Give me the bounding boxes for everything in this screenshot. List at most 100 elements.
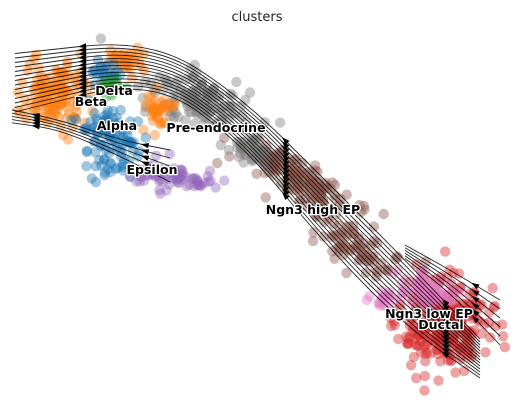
cell-point: [72, 95, 83, 106]
cell-point: [124, 170, 135, 182]
cell-point: [361, 249, 372, 261]
cell-point: [449, 304, 460, 315]
cell-point: [219, 175, 230, 186]
cell-point: [438, 289, 450, 300]
streamline-arrow: [441, 351, 450, 359]
streamline-arrow: [78, 50, 87, 56]
cell-point: [169, 99, 180, 110]
cell-point: [42, 105, 54, 117]
cell-point: [315, 183, 326, 194]
streamline-arrow: [78, 91, 87, 97]
cell-point: [195, 179, 206, 191]
cell-point: [315, 192, 326, 203]
cell-point: [488, 302, 500, 313]
velocity-streamlines: [11, 43, 501, 379]
cell-point: [382, 265, 393, 277]
cell-point: [392, 264, 403, 276]
cell-point: [400, 331, 412, 342]
cell-point: [215, 139, 226, 151]
cell-point: [128, 52, 139, 63]
cell-point: [108, 72, 120, 83]
cell-point: [131, 176, 142, 187]
cell-point: [176, 174, 188, 185]
cell-point: [378, 290, 390, 301]
cell-point: [435, 271, 447, 282]
cell-point: [447, 290, 458, 301]
streamline-arrow: [441, 343, 450, 351]
cell-point: [323, 213, 334, 224]
cell-point: [476, 299, 487, 311]
cell-point: [416, 283, 427, 295]
cell-point: [101, 109, 113, 120]
cell-point: [38, 112, 49, 124]
cell-point: [308, 227, 319, 238]
cell-point: [429, 279, 441, 290]
cell-point: [469, 325, 480, 336]
cell-point: [389, 320, 400, 331]
cell-point: [157, 176, 168, 187]
cell-point: [40, 75, 51, 87]
cell-point: [430, 315, 442, 327]
cell-point: [307, 202, 318, 213]
cell-point: [95, 62, 107, 73]
streamline-arrow: [281, 158, 290, 166]
cell-point: [359, 204, 370, 215]
cell-point: [70, 114, 82, 125]
cell-point: [453, 307, 464, 318]
cell-point: [140, 102, 151, 113]
cell-point: [332, 229, 343, 240]
cell-point: [480, 347, 491, 358]
cell-point: [106, 82, 117, 94]
label-pre-endocrine: Pre-endocrine: [166, 120, 265, 135]
cell-point: [99, 115, 111, 127]
cell-point: [410, 278, 422, 290]
cell-point: [411, 372, 422, 384]
cell-point: [62, 134, 74, 145]
cell-point: [306, 197, 317, 208]
cell-point: [172, 111, 184, 123]
cell-point: [118, 165, 129, 176]
cell-point: [385, 312, 396, 324]
cell-point: [145, 92, 157, 104]
cell-point: [376, 292, 388, 304]
streamline-arrow: [282, 166, 290, 175]
cell-point: [421, 347, 433, 358]
cell-point: [46, 108, 57, 119]
cell-point: [89, 108, 100, 119]
cell-point: [416, 324, 427, 335]
cell-point: [102, 105, 114, 116]
cell-point: [49, 101, 60, 112]
cell-point: [121, 136, 133, 147]
cell-point: [343, 221, 355, 232]
cell-point: [360, 267, 372, 278]
cell-point: [425, 302, 437, 313]
cell-point: [72, 91, 83, 103]
cell-point: [404, 276, 415, 288]
cell-point: [357, 248, 368, 259]
streamline-arrow: [282, 183, 290, 192]
cell-point: [321, 183, 332, 194]
cell-point: [105, 130, 116, 141]
cell-point: [199, 117, 210, 128]
cell-point: [109, 118, 120, 130]
cell-point: [134, 176, 146, 187]
cell-point: [246, 156, 258, 167]
label-delta: Delta: [95, 83, 133, 98]
cell-point: [386, 320, 397, 332]
cell-point: [83, 125, 94, 136]
cell-point: [448, 330, 459, 341]
cell-point: [419, 385, 430, 396]
cell-point: [168, 163, 180, 174]
cell-point: [138, 124, 149, 136]
streamline: [11, 122, 171, 183]
streamline-arrow: [282, 179, 290, 188]
streamline-arrow: [78, 54, 87, 60]
cell-point: [102, 163, 114, 175]
cell-point: [155, 103, 166, 115]
cell-point: [70, 113, 81, 124]
cell-point: [160, 106, 171, 117]
cell-point: [98, 115, 110, 126]
cell-point: [203, 176, 214, 187]
cell-point: [158, 117, 169, 129]
